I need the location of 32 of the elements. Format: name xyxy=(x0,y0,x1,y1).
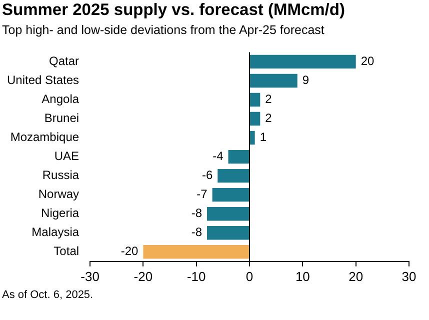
x-tick-label: 20 xyxy=(348,268,364,284)
data-label: -8 xyxy=(191,225,202,240)
data-label: -7 xyxy=(196,187,208,202)
y-tick-label: Malaysia xyxy=(32,225,80,240)
y-tick-label: Qatar xyxy=(49,54,80,68)
data-label: -4 xyxy=(212,149,224,164)
data-label: -20 xyxy=(120,244,139,258)
y-tick-label: United States xyxy=(6,73,80,88)
y-tick-label: Total xyxy=(54,244,80,258)
y-tick-label: Mozambique xyxy=(10,130,80,144)
data-label: 1 xyxy=(260,130,267,144)
data-label: 20 xyxy=(360,54,375,68)
chart-title: Summer 2025 supply vs. forecast (MMcm/d) xyxy=(2,1,345,20)
x-tick-label: 10 xyxy=(295,268,310,284)
y-tick-label: Nigeria xyxy=(41,206,80,220)
y-tick-label: Russia xyxy=(42,168,80,182)
y-tick-label: Brunei xyxy=(44,111,80,126)
data-label: -6 xyxy=(202,168,213,182)
x-tick-label: -10 xyxy=(186,268,206,284)
y-tick-label: Angola xyxy=(42,92,80,106)
data-label: 2 xyxy=(265,111,272,126)
data-label: 2 xyxy=(265,92,272,106)
y-tick-label: Norway xyxy=(38,187,80,202)
x-tick-label: -20 xyxy=(134,268,153,284)
x-tick-label: 30 xyxy=(402,268,416,284)
chart-subtitle: Top high- and low-side deviations from the Apr-25 forecast xyxy=(2,23,324,37)
x-tick-label: -30 xyxy=(80,268,100,284)
x-tick-label: 0 xyxy=(246,268,254,284)
data-label: 9 xyxy=(302,73,310,88)
text: As of Oct. 6, 2025. xyxy=(2,288,94,302)
data-label: -8 xyxy=(191,206,202,220)
y-tick-label: UAE xyxy=(54,149,80,164)
